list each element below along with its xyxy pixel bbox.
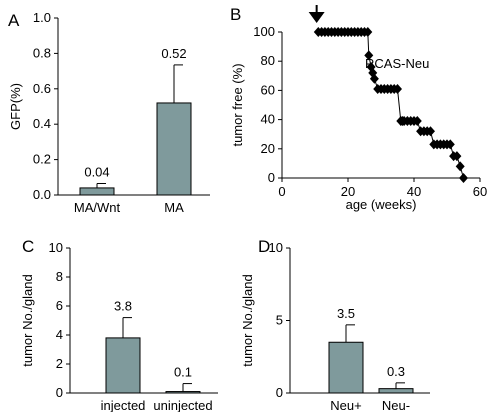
data-point-19 <box>369 73 379 84</box>
y-axis-label: tumor No./gland <box>240 274 255 367</box>
annotation-rcas-neu: RCAS-Neu <box>365 56 429 71</box>
y-tick-label: 0.0 <box>33 187 51 202</box>
data-point-16 <box>364 50 374 61</box>
panel-b: B 0 20 40 60 80 100 tumor free (%) 0 20 40 60 age (w… <box>230 5 487 212</box>
data-label-0: 0.04 <box>84 164 109 179</box>
data-label-1: 0.1 <box>174 365 192 380</box>
x-tick-label: 40 <box>407 184 421 199</box>
x-tick-label: 20 <box>341 184 355 199</box>
panel-d: D 0 5 10 tumor No./gland 3.5 Neu+ 0.3 Neu- <box>240 237 430 412</box>
y-tick-label: 4 <box>56 327 63 342</box>
panel-letter-c: C <box>22 237 34 256</box>
y-tick-label: 0.6 <box>33 81 51 96</box>
data-label-0: 3.8 <box>114 299 132 314</box>
y-tick-label: 6 <box>56 298 63 313</box>
bar-0 <box>328 341 364 394</box>
start-arrow-head <box>308 12 325 23</box>
bar-1 <box>165 391 201 394</box>
x-tick-label: 60 <box>473 184 487 199</box>
survival-line <box>318 31 464 179</box>
category-label-0: injected <box>101 398 146 412</box>
y-axis-label: GFP(%) <box>8 83 23 130</box>
y-axis-label: tumor No./gland <box>20 274 35 367</box>
y-tick-label: 0 <box>56 385 63 400</box>
category-label-1: MA <box>164 200 184 215</box>
y-tick-label: 80 <box>261 53 275 68</box>
y-tick-label: 60 <box>261 82 275 97</box>
bar-1 <box>378 388 414 394</box>
panel-letter-b: B <box>230 5 241 24</box>
data-label-1: 0.52 <box>161 46 186 61</box>
data-point-15 <box>363 27 373 37</box>
y-tick-label: 5 <box>276 313 283 328</box>
y-tick-label: 0.8 <box>33 45 51 60</box>
y-tick-label: 40 <box>261 112 275 127</box>
data-point-33 <box>412 116 422 127</box>
x-tick-label: 0 <box>278 184 285 199</box>
y-tick-label: 20 <box>261 141 275 156</box>
panel-letter-a: A <box>8 11 20 30</box>
data-point-46 <box>455 161 465 172</box>
y-tick-label: 1.0 <box>33 10 51 25</box>
data-point-43 <box>445 139 455 150</box>
y-axis-label: tumor free (%) <box>230 63 245 146</box>
category-label-0: MA/Wnt <box>74 200 121 215</box>
data-point-37 <box>426 126 435 137</box>
y-tick-label: 0.2 <box>33 152 51 167</box>
y-tick-label: 0.4 <box>33 116 51 131</box>
y-tick-label: 10 <box>49 240 63 255</box>
category-label-1: uninjected <box>153 398 212 412</box>
bar-1 <box>156 102 192 196</box>
y-tick-label: 8 <box>56 269 63 284</box>
y-tick-label: 10 <box>269 240 283 255</box>
panel-c: C 0 2 4 6 8 10 tumor No./gland 3.8 injected 0.1 uni… <box>20 237 218 412</box>
panel-a: A 0.0 0.2 0.4 0.6 0.8 1.0 GFP(%) 0.04 MA/Wnt 0.52 M… <box>8 10 210 215</box>
data-point-45 <box>452 151 462 162</box>
data-point-26 <box>393 83 402 94</box>
x-axis-label: age (weeks) <box>346 197 417 212</box>
y-tick-label: 2 <box>56 356 63 371</box>
y-tick-label: 0 <box>268 170 275 185</box>
y-tick-label: 0 <box>276 385 283 400</box>
panel-letter-d: D <box>258 237 270 256</box>
data-point-47 <box>459 173 468 183</box>
bar-0 <box>79 187 115 196</box>
data-label-1: 0.3 <box>387 364 405 379</box>
category-label-1: Neu- <box>382 398 410 412</box>
bar-0 <box>105 337 141 394</box>
category-label-0: Neu+ <box>330 398 361 412</box>
data-label-0: 3.5 <box>337 306 355 321</box>
y-tick-label: 100 <box>253 24 275 39</box>
